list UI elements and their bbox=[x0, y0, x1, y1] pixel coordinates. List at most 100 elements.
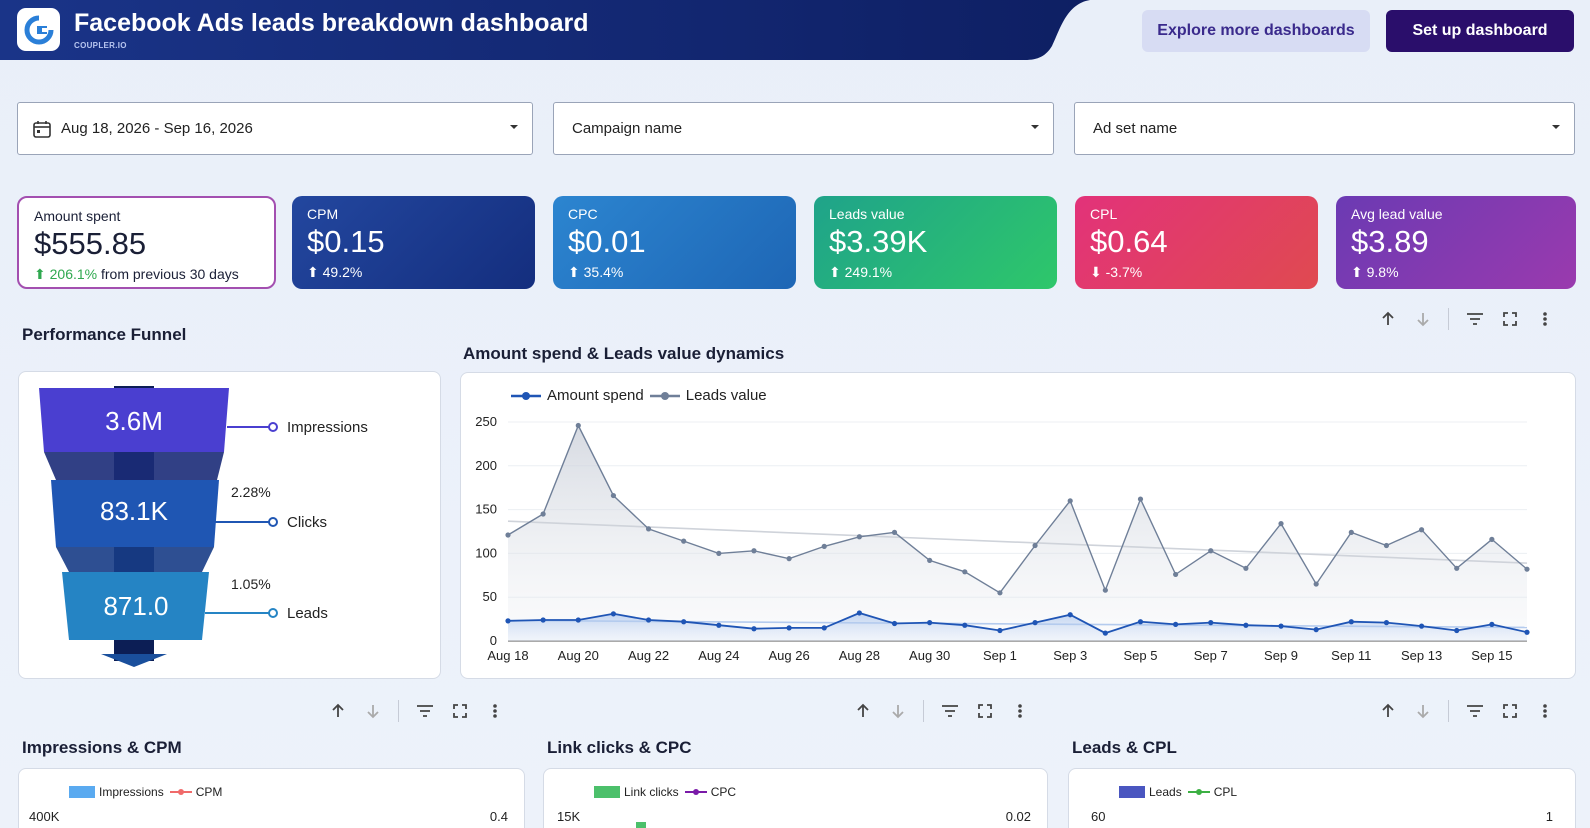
sort-ascending-icon[interactable] bbox=[320, 700, 355, 722]
data-point-leads-value bbox=[540, 511, 546, 517]
data-point-leads-value bbox=[786, 556, 792, 562]
kpi-value: $0.01 bbox=[568, 224, 646, 259]
campaign-filter[interactable]: Campaign name bbox=[553, 102, 1054, 155]
kpi-change-value: 206.1% bbox=[49, 266, 98, 282]
kpi-label: CPL bbox=[1090, 206, 1118, 222]
page-title: Facebook Ads leads breakdown dashboard bbox=[74, 9, 589, 37]
data-point-leads-value bbox=[1243, 565, 1249, 571]
data-point-leads-value bbox=[1348, 529, 1354, 535]
x-tick-label: Sep 15 bbox=[1471, 648, 1512, 663]
adset-filter[interactable]: Ad set name bbox=[1074, 102, 1575, 155]
data-point-amount-spend bbox=[821, 625, 827, 631]
legend-label-leads: Leads bbox=[1149, 785, 1182, 799]
header-banner bbox=[0, 0, 1090, 60]
sort-descending-icon[interactable] bbox=[880, 700, 915, 722]
x-tick-label: Aug 20 bbox=[558, 648, 599, 663]
data-point-leads-value bbox=[505, 532, 511, 538]
arrow-up-icon: ⬆ bbox=[307, 264, 319, 280]
sort-descending-icon[interactable] bbox=[1405, 700, 1440, 722]
kpi-label: CPM bbox=[307, 206, 339, 222]
kpi-change: ⬆ 49.2% bbox=[307, 264, 520, 281]
sort-ascending-icon[interactable] bbox=[1370, 700, 1405, 722]
fullscreen-icon[interactable] bbox=[1492, 700, 1527, 722]
kpi-label: Amount spent bbox=[34, 208, 121, 224]
x-tick-label: Sep 7 bbox=[1194, 648, 1228, 663]
arrow-up-icon: ⬆ bbox=[34, 266, 46, 282]
legend-marker-leads-value bbox=[649, 391, 680, 400]
filter-icon[interactable] bbox=[1457, 308, 1492, 330]
chevron-down-icon bbox=[1552, 125, 1560, 129]
arrow-down-icon: ⬇ bbox=[1090, 264, 1102, 280]
sort-descending-icon[interactable] bbox=[1405, 308, 1440, 330]
more-options-icon[interactable] bbox=[1527, 308, 1562, 330]
toolbar-divider bbox=[1448, 700, 1449, 722]
x-tick-label: Aug 26 bbox=[769, 648, 810, 663]
data-point-amount-spend bbox=[786, 625, 792, 631]
funnel-stage-leads bbox=[62, 572, 209, 640]
data-point-leads-value bbox=[716, 550, 722, 556]
sort-ascending-icon[interactable] bbox=[845, 700, 880, 722]
fullscreen-icon[interactable] bbox=[967, 700, 1002, 722]
x-tick-label: Sep 9 bbox=[1264, 648, 1298, 663]
y-axis-left-top: 60 bbox=[1091, 809, 1106, 824]
arrow-up-icon: ⬆ bbox=[568, 264, 580, 280]
line-chart-panel: Amount spend Leads value 0 50 100 150 200 250… bbox=[460, 372, 1576, 679]
y-axis-right-top: 0.4 bbox=[489, 809, 508, 824]
date-range-value: Aug 18, 2026 - Sep 16, 2026 bbox=[61, 120, 253, 137]
explore-dashboards-button[interactable]: Explore more dashboards bbox=[1142, 10, 1370, 52]
filter-icon[interactable] bbox=[407, 700, 442, 722]
data-point-amount-spend bbox=[540, 617, 546, 623]
kpi-value: $0.15 bbox=[307, 224, 385, 259]
fullscreen-icon[interactable] bbox=[1492, 308, 1527, 330]
kpi-avg-lead-value: Avg lead value $3.89 ⬆ 9.8% bbox=[1336, 196, 1576, 289]
kpi-change-suffix: from previous 30 days bbox=[101, 266, 239, 282]
x-tick-label: Sep 5 bbox=[1123, 648, 1157, 663]
data-point-leads-value bbox=[645, 526, 652, 532]
data-point-leads-value bbox=[1454, 565, 1460, 571]
data-point-leads-value bbox=[1137, 496, 1144, 502]
sort-descending-icon[interactable] bbox=[355, 700, 390, 722]
x-tick-label: Sep 11 bbox=[1331, 648, 1371, 663]
data-point-amount-spend bbox=[1524, 629, 1530, 635]
y-tick-label: 0 bbox=[490, 633, 497, 648]
y-axis-left-top: 15K bbox=[557, 809, 581, 824]
x-tick-label: Aug 28 bbox=[839, 648, 880, 663]
fullscreen-icon[interactable] bbox=[442, 700, 477, 722]
data-point-leads-value bbox=[821, 543, 827, 549]
data-point-leads-value bbox=[1313, 581, 1319, 587]
kpi-value: $3.89 bbox=[1351, 224, 1429, 259]
data-point-amount-spend bbox=[962, 622, 968, 628]
more-options-icon[interactable] bbox=[477, 700, 512, 722]
clicks-chart-toolbar bbox=[845, 700, 1037, 722]
data-point-amount-spend bbox=[681, 619, 687, 625]
more-options-icon[interactable] bbox=[1002, 700, 1037, 722]
impressions-cpm-legend: Impressions CPM bbox=[69, 785, 222, 799]
filter-icon[interactable] bbox=[932, 700, 967, 722]
data-point-amount-spend bbox=[1313, 627, 1319, 633]
data-point-leads-value bbox=[1383, 542, 1390, 549]
sort-ascending-icon[interactable] bbox=[1370, 308, 1405, 330]
legend-label-cpm: CPM bbox=[195, 785, 223, 799]
data-point-amount-spend bbox=[1173, 621, 1179, 627]
funnel-value-clicks: 83.1K bbox=[100, 496, 169, 526]
impressions-cpm-title: Impressions & CPM bbox=[22, 738, 182, 757]
legend-marker-cpm bbox=[169, 789, 192, 795]
data-point-leads-value bbox=[1102, 587, 1108, 593]
funnel-label-leads: Leads bbox=[287, 605, 328, 622]
setup-dashboard-button[interactable]: Set up dashboard bbox=[1386, 10, 1574, 52]
brand-subtitle: COUPLER.IO bbox=[74, 41, 127, 50]
data-point-leads-value bbox=[927, 557, 933, 564]
date-range-filter[interactable]: Aug 18, 2026 - Sep 16, 2026 bbox=[17, 102, 533, 155]
more-options-icon[interactable] bbox=[1527, 700, 1562, 722]
chevron-down-icon bbox=[1031, 125, 1039, 129]
data-point-amount-spend bbox=[1243, 622, 1249, 628]
leads-cpl-panel: Leads CPL 60 1 bbox=[1068, 768, 1576, 828]
filter-icon[interactable] bbox=[1457, 700, 1492, 722]
kpi-change: ⬆ 249.1% bbox=[829, 264, 1042, 281]
data-point-amount-spend bbox=[610, 611, 617, 617]
y-tick-label: 200 bbox=[475, 458, 497, 473]
funnel-stage-clicks bbox=[51, 480, 219, 547]
kpi-change: ⬇ -3.7% bbox=[1090, 264, 1303, 281]
legend-label-leads-value: Leads value bbox=[685, 387, 767, 404]
clicks-cpc-panel: Link clicks CPC 15K 0.02 bbox=[543, 768, 1048, 828]
